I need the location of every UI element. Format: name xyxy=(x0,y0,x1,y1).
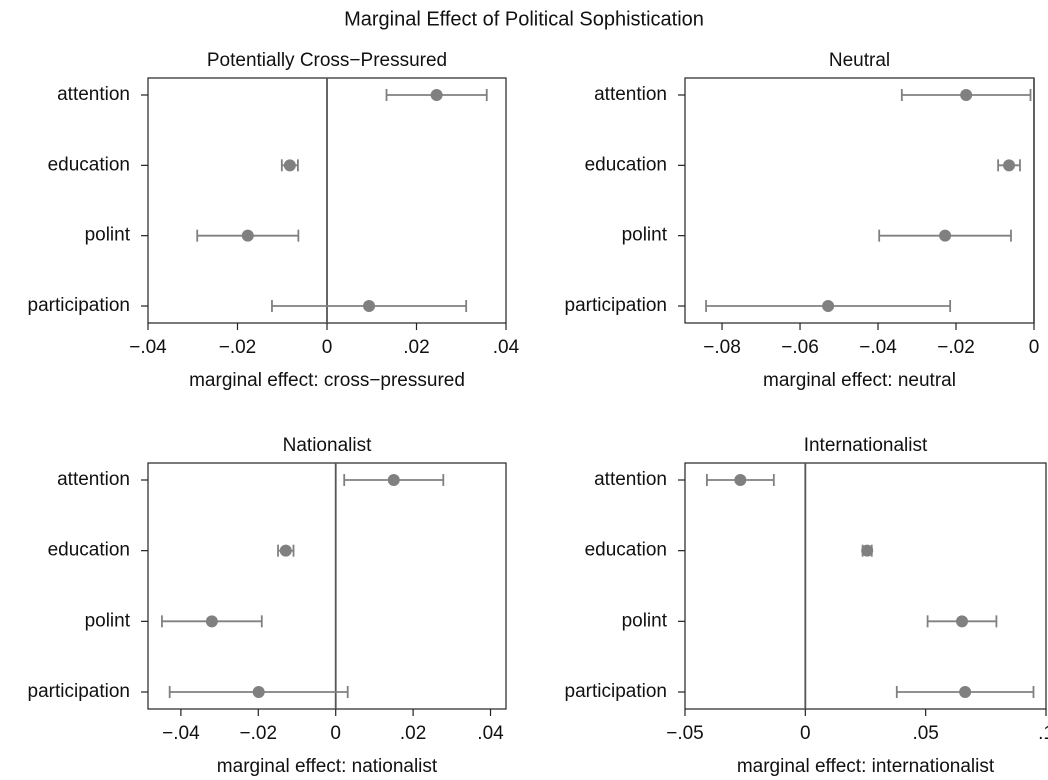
y-tick-label: attention xyxy=(57,469,130,490)
panel-title: Neutral xyxy=(829,50,890,71)
x-tick-label: .04 xyxy=(477,723,504,744)
figure-title: Marginal Effect of Political Sophisticat… xyxy=(344,8,704,30)
x-tick-label: −.08 xyxy=(703,337,741,358)
y-tick-label: education xyxy=(585,154,667,175)
y-tick-label: education xyxy=(48,540,130,561)
panel-title: Internationalist xyxy=(804,435,928,456)
panel-title: Potentially Cross−Pressured xyxy=(207,50,447,71)
plot-frame xyxy=(684,462,1047,710)
point xyxy=(283,159,296,172)
x-tick-label: 0 xyxy=(800,723,811,744)
point xyxy=(252,686,265,698)
y-tick-label: participation xyxy=(28,295,130,316)
point xyxy=(241,229,254,242)
x-tick-label: 0 xyxy=(1029,337,1040,358)
point xyxy=(959,686,972,698)
y-tick-label: polint xyxy=(85,225,131,246)
point xyxy=(734,474,747,486)
y-tick-label: attention xyxy=(594,469,667,490)
y-tick-label: participation xyxy=(565,681,667,702)
point xyxy=(387,474,400,486)
y-tick-label: polint xyxy=(622,610,668,631)
point xyxy=(363,300,376,312)
point xyxy=(861,544,874,557)
point xyxy=(822,300,835,312)
y-tick-label: participation xyxy=(28,681,130,702)
y-tick-label: participation xyxy=(565,295,667,316)
x-tick-label: −.05 xyxy=(666,723,704,744)
y-tick-label: attention xyxy=(594,84,667,105)
y-tick-label: education xyxy=(585,540,667,561)
x-tick-label: −.02 xyxy=(240,723,278,744)
point xyxy=(956,615,969,628)
x-tick-label: 0 xyxy=(330,723,341,744)
x-axis-label: marginal effect: internationalist xyxy=(737,756,995,777)
x-axis-label: marginal effect: nationalist xyxy=(217,756,438,777)
x-axis-label: marginal effect: neutral xyxy=(763,370,956,391)
x-tick-label: −.04 xyxy=(859,337,897,358)
point xyxy=(939,229,952,242)
x-tick-label: .04 xyxy=(493,337,520,358)
point xyxy=(205,615,218,628)
x-tick-label: −.04 xyxy=(129,337,167,358)
point xyxy=(430,89,443,101)
x-tick-label: −.02 xyxy=(219,337,257,358)
y-tick-label: polint xyxy=(622,225,668,246)
y-tick-label: education xyxy=(48,154,130,175)
x-tick-label: 0 xyxy=(322,337,333,358)
panel-title: Nationalist xyxy=(283,435,372,456)
x-tick-label: −.04 xyxy=(162,723,200,744)
x-tick-label: .1 xyxy=(1038,723,1048,744)
point xyxy=(279,544,292,557)
y-tick-label: attention xyxy=(57,84,130,105)
x-tick-label: −.06 xyxy=(781,337,819,358)
x-tick-label: −.02 xyxy=(937,337,975,358)
x-axis-label: marginal effect: cross−pressured xyxy=(189,370,465,391)
point xyxy=(960,89,973,101)
plot-frame xyxy=(147,462,507,710)
point xyxy=(1003,159,1016,172)
plot-frame xyxy=(684,77,1035,324)
x-tick-label: .02 xyxy=(400,723,426,744)
x-tick-label: .02 xyxy=(403,337,429,358)
y-tick-label: polint xyxy=(85,610,131,631)
x-tick-label: .05 xyxy=(912,723,938,744)
